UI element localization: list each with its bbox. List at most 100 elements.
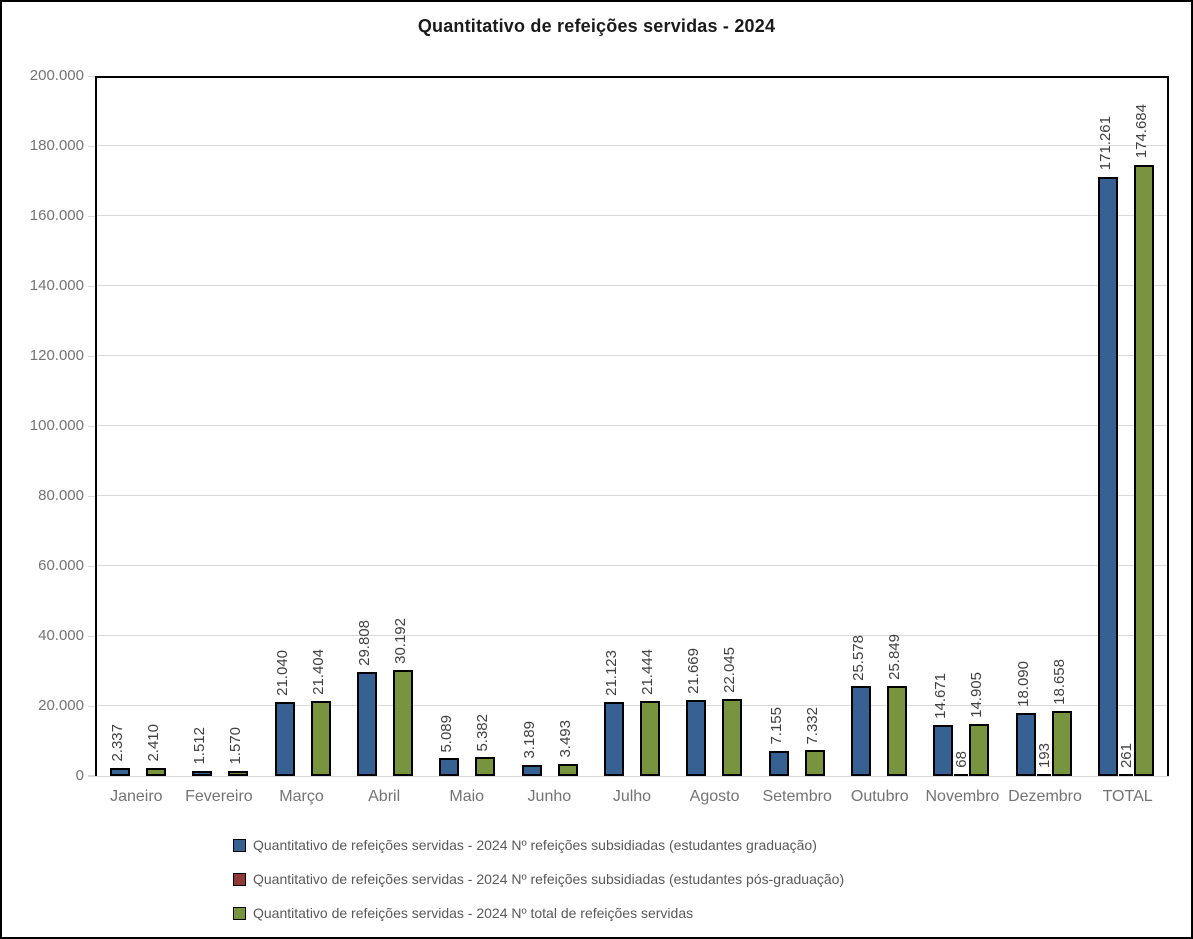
x-axis-label: Agosto [689,788,740,805]
y-axis-label: 200.000 [29,67,84,84]
bar-value-label: 193 [1035,742,1053,768]
bar-pos-graduacao [1036,774,1051,776]
bar-value-label: 25.578 [849,634,867,681]
chart-title: Quantitativo de refeições servidas - 202… [417,16,776,36]
y-axis-label: 120.000 [29,347,84,364]
x-axis-label: Abril [368,788,401,805]
legend-item: Quantitativo de refeições servidas - 202… [233,869,844,889]
bar-total [393,670,414,776]
bar-total [475,757,496,776]
bar-total [146,767,167,776]
category-group-janeiro: 2.337 2.410 [97,78,179,776]
y-axis-tick [88,706,95,707]
bar-graduacao [933,724,954,776]
legend-swatch-icon [233,872,246,886]
bar-value-label: 29.808 [356,619,374,666]
category-group-abril: 29.808 30.192 [344,78,426,776]
bar-value-label: 1.570 [227,726,245,765]
x-axis-label: Junho [527,788,572,805]
legend-item: Quantitativo de refeições servidas - 202… [233,903,844,923]
bar-total [228,770,249,776]
bar-graduacao [850,686,871,776]
category-group-março: 21.040 21.404 [262,78,344,776]
y-axis-tick [88,566,95,567]
y-axis-tick [88,776,95,777]
gridline [97,285,1167,286]
legend-label: Quantitativo de refeições servidas - 202… [253,837,817,853]
y-axis-tick [88,356,95,357]
category-group-maio: 5.089 5.382 [426,78,508,776]
bar-graduacao [1015,712,1036,776]
bar-graduacao [768,750,789,776]
bar-total [969,723,990,776]
bar-value-label: 18.658 [1050,658,1068,705]
bar-value-label: 2.337 [109,724,127,762]
y-axis-tick [88,636,95,637]
bar-value-label: 3.493 [556,720,574,758]
gridline [97,355,1167,356]
gridline [97,565,1167,566]
bar-value-label: 30.192 [392,618,410,665]
legend-label: Quantitativo de refeições servidas - 202… [253,905,694,921]
x-axis-label: Dezembro [1008,788,1082,805]
bar-value-label: 5.382 [474,713,492,752]
y-axis-label: 20.000 [38,697,84,714]
y-axis-tick [88,426,95,427]
legend-label: Quantitativo de refeições servidas - 202… [253,871,845,887]
x-axis-line [88,775,1169,777]
category-group-fevereiro: 1.512 1.570 [179,78,261,776]
y-axis-label: 160.000 [29,207,84,224]
x-axis-label: Janeiro [110,788,163,805]
category-group-total: 171.261 261 174.684 [1085,78,1167,776]
bar-graduacao [274,702,295,776]
y-axis-label: 40.000 [38,627,84,644]
bar-value-label: 261 [1117,742,1135,768]
bar-value-label: 7.155 [767,707,785,745]
y-axis-label: 140.000 [29,277,84,294]
gridline [97,215,1167,216]
bar-value-label: 171.261 [1096,116,1114,171]
category-group-junho: 3.189 3.493 [509,78,591,776]
y-axis-label: 60.000 [38,557,84,574]
bar-value-label: 7.332 [803,706,821,745]
y-axis-tick [88,216,95,217]
bar-total [722,698,743,776]
bar-graduacao [604,702,625,776]
gridline [97,495,1167,496]
bar-total [557,763,578,776]
legend-swatch-icon [233,838,246,852]
bar-groups: 2.337 2.410 1.512 1.570 21.040 21.404 29.808 30… [97,78,1167,776]
bar-graduacao [1097,176,1118,776]
bar-graduacao [439,758,460,776]
x-axis-label: Novembro [925,788,1000,805]
bar-graduacao [192,770,213,776]
legend-swatch-icon [233,906,246,920]
x-axis-label: Fevereiro [185,788,253,805]
legend: Quantitativo de refeições servidas - 202… [233,835,844,937]
bar-total [1051,710,1072,776]
x-axis-label: TOTAL [1102,788,1153,805]
bar-value-label: 2.410 [145,724,163,762]
category-group-novembro: 14.671 68 14.905 [920,78,1002,776]
bar-total [886,685,907,776]
bar-value-label: 21.123 [603,650,621,697]
bar-graduacao [357,671,378,776]
category-group-agosto: 21.669 22.045 [673,78,755,776]
bar-value-label: 174.684 [1132,104,1150,159]
bar-total [1133,164,1154,776]
bar-value-label: 14.671 [932,672,950,719]
x-axis-label: Julho [612,788,652,805]
category-group-julho: 21.123 21.444 [591,78,673,776]
y-axis-tick [88,146,95,147]
bar-pos-graduacao [1118,774,1133,776]
bar-graduacao [521,764,542,776]
category-group-outubro: 25.578 25.849 [838,78,920,776]
y-axis-label: 100.000 [29,417,84,434]
y-axis-label: 0 [75,767,84,784]
bar-total [310,701,331,776]
bar-value-label: 22.045 [721,646,739,693]
x-axis-label: Março [279,788,324,805]
bar-total [640,700,661,776]
category-group-setembro: 7.155 7.332 [756,78,838,776]
